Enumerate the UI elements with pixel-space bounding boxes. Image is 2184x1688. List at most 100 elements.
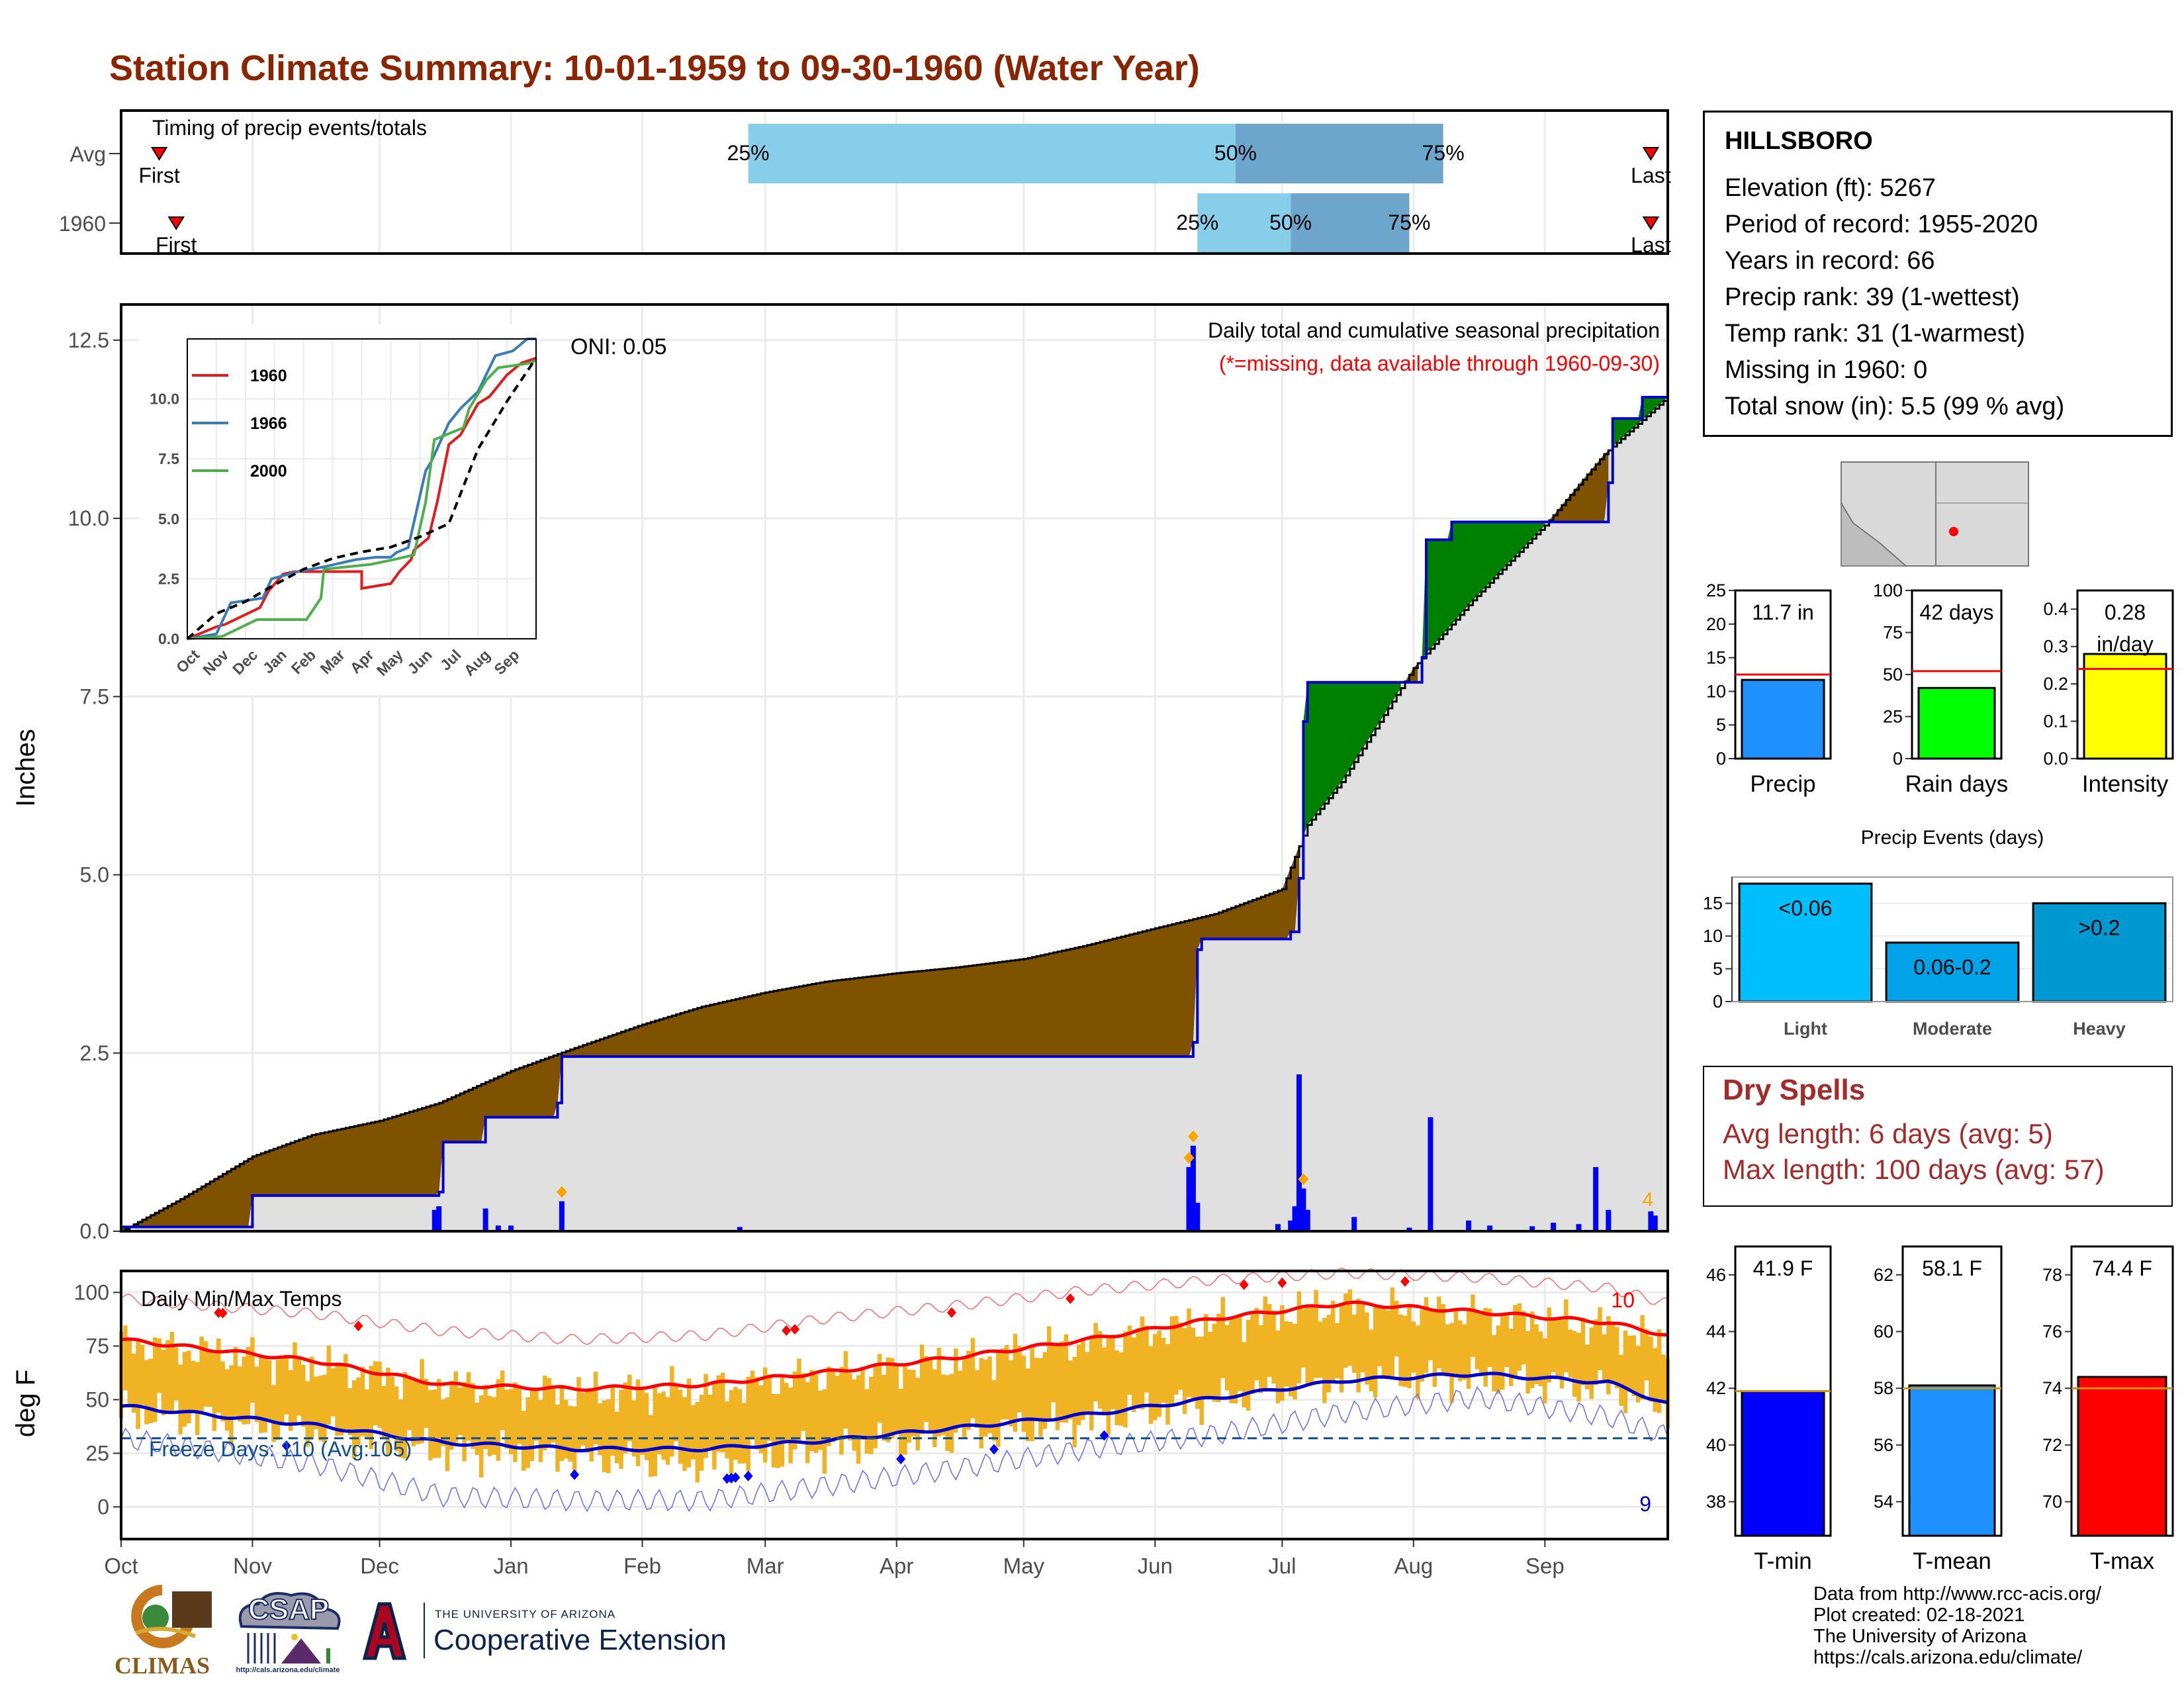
x-axis-month-label-Apr: Apr: [880, 1554, 913, 1578]
summary-t-min-bar: [1741, 1390, 1825, 1537]
temp-y-tick-label: 100: [74, 1280, 109, 1304]
x-axis-month-label-Nov: Nov: [233, 1554, 272, 1578]
precip-daily-bar: [1648, 1211, 1654, 1231]
temp-y-tick-label: 0: [97, 1495, 109, 1519]
summary-precip-y-tick-label: 5: [1716, 715, 1726, 735]
summary-intensity-y-tick-label: 0.4: [2043, 599, 2068, 619]
summary-rain-days-category-label: Rain days: [1905, 771, 2009, 797]
temp-record-low-marker: [570, 1469, 580, 1480]
precip-events-title: Precip Events (days): [1861, 827, 2044, 849]
precip-y-tick-label: 5.0: [80, 863, 109, 887]
precip-y-tick-label: 10.0: [68, 506, 109, 530]
precip-panel-border: [120, 303, 1669, 1233]
credit-data-source: Data from http://www.rcc-acis.org/: [1813, 1583, 2102, 1605]
ua-big-text: Cooperative Extension: [433, 1624, 727, 1656]
precip-events-y-tick-label: 5: [1713, 959, 1723, 979]
summary-intensity-category-label: Intensity: [2082, 771, 2169, 797]
summary-t-mean-y-tick-label: 54: [1874, 1492, 1893, 1512]
summary-precip-y-tick-label: 20: [1706, 614, 1726, 634]
precip-chart-title: Daily total and cumulative seasonal prec…: [1208, 318, 1660, 342]
temp-record-high-marker: [1277, 1277, 1287, 1288]
summary-rain-days-y-tick-label: 75: [1883, 623, 1903, 643]
precip-daily-bar: [1296, 1074, 1302, 1231]
summary-rain-days-y-tick-label: 25: [1883, 707, 1903, 727]
temp-chart-title: Daily Min/Max Temps: [141, 1287, 341, 1311]
temp-record-low-marker: [281, 1440, 291, 1451]
summary-t-mean-y-tick-label: 56: [1874, 1435, 1893, 1455]
summary-precip-y-tick-label: 25: [1706, 581, 1726, 600]
timing-first-marker-1960: [167, 216, 185, 230]
x-axis-month-label-Feb: Feb: [623, 1554, 661, 1578]
precip-daily-bar: [559, 1201, 565, 1231]
temp-record-high-count: 10: [1611, 1288, 1635, 1312]
inset-y-tick-label: 10.0: [150, 391, 179, 408]
summary-intensity-y-tick-label: 0.1: [2043, 712, 2068, 731]
precip-daily-bar: [1652, 1215, 1658, 1231]
summary-precip-y-tick-label: 0: [1716, 749, 1726, 769]
timing-label-p50-1960: 50%: [1269, 211, 1312, 234]
precip-1960-cumulative-line: [121, 396, 1668, 1229]
precip-events-y-tick-label: 0: [1713, 992, 1723, 1011]
station-total-snow: Total snow (in): 5.5 (99 % avg): [1725, 393, 2065, 420]
inset-y-tick-label: 0.0: [158, 630, 179, 647]
inset-line-Avg: [186, 357, 537, 640]
temp-record-low-marker: [731, 1472, 741, 1483]
temp-record-high-marker: [218, 1307, 228, 1319]
precip-daily-bar: [1351, 1217, 1357, 1231]
temp-record-low-marker: [743, 1470, 753, 1481]
summary-t-max-bar: [2077, 1376, 2167, 1537]
dry-spells-max: Max length: 100 days (avg: 57): [1723, 1154, 2105, 1185]
summary-t-min-value-label: 41.9 F: [1753, 1256, 1813, 1280]
precip-events-bar-label-moderate: 0.06-0.2: [1913, 955, 1991, 979]
precip-events-category-light: Light: [1784, 1019, 1827, 1039]
temp-panel-border: [120, 1270, 1669, 1540]
summary-t-max-y-tick-label: 76: [2042, 1322, 2062, 1342]
map-land: [1841, 461, 2029, 567]
precip-daily-bar: [1606, 1209, 1612, 1231]
temp-avg-max-line: [120, 1300, 1668, 1392]
ua-a-mark: [362, 1602, 407, 1660]
precip-daily-bar: [1428, 1117, 1433, 1231]
dry-spells-box: Dry Spells Avg length: 6 days (avg: 5) M…: [1703, 1066, 2173, 1207]
timing-panel-border: [120, 109, 1669, 255]
timing-label-p50-Avg: 50%: [1214, 141, 1257, 165]
precip-events-category-heavy: Heavy: [2073, 1019, 2126, 1039]
station-name: HILLSBORO: [1725, 127, 1873, 155]
precip-snow-marker: [556, 1186, 567, 1198]
precip-daily-bar: [1487, 1225, 1493, 1231]
dry-spells-avg: Avg length: 6 days (avg: 5): [1723, 1118, 2053, 1149]
precip-daily-bar: [1275, 1224, 1281, 1231]
x-axis-month-label-Aug: Aug: [1394, 1554, 1433, 1578]
summary-precip-category-label: Precip: [1750, 771, 1815, 797]
x-axis-month-label-May: May: [1003, 1554, 1045, 1578]
precip-daily-bar: [1551, 1223, 1557, 1231]
credit-url: https://cals.arizona.edu/climate/: [1813, 1647, 2083, 1668]
summary-intensity-bar: [2083, 653, 2167, 760]
temp-y-tick-label: 25: [85, 1441, 109, 1465]
temp-record-high-marker: [946, 1307, 956, 1318]
summary-t-max-category-label: T-max: [2090, 1548, 2155, 1574]
precip-snow-marker: [1183, 1152, 1195, 1164]
summary-t-min-y-tick-label: 42: [1706, 1378, 1726, 1398]
precip-daily-bar: [1190, 1145, 1196, 1231]
csap-logo-url: http://cals.arizona.edu/climate: [236, 1666, 340, 1674]
x-axis-month-label-Oct: Oct: [104, 1554, 138, 1578]
temp-avg-min-line: [120, 1372, 1668, 1453]
precip-daily-bar: [508, 1225, 514, 1231]
inset-y-tick-label: 7.5: [158, 450, 179, 467]
summary-t-min-y-tick-label: 38: [1706, 1492, 1726, 1512]
inset-line-1960: [187, 357, 537, 640]
timing-row-label-Avg: Avg: [69, 142, 106, 166]
precip-snow-marker: [1187, 1130, 1199, 1143]
inset-y-tick-label: 2.5: [158, 570, 179, 587]
temp-record-low-count: 9: [1639, 1492, 1651, 1516]
precip-y-tick-label: 2.5: [80, 1041, 109, 1065]
precip-corner-count: 4: [1642, 1189, 1653, 1211]
summary-rain-days-y-tick-label: 50: [1883, 665, 1903, 684]
precip-daily-bar: [436, 1206, 442, 1231]
inset-legend-label-1960: 1960: [250, 367, 287, 385]
precip-daily-bar: [482, 1208, 488, 1231]
summary-intensity-value-label: 0.28: [2105, 600, 2146, 624]
timing-last-marker-1960: [1642, 216, 1660, 230]
